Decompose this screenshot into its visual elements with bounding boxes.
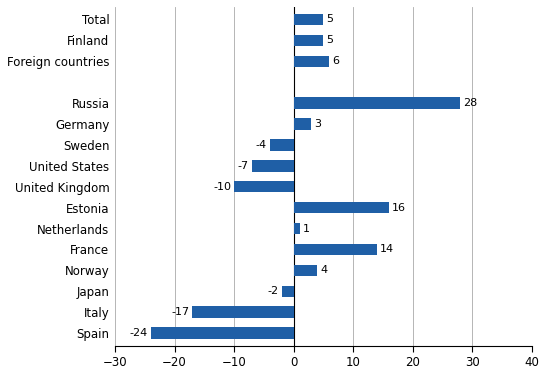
Bar — [294, 97, 460, 109]
Text: -17: -17 — [171, 307, 189, 317]
Bar — [294, 223, 300, 234]
Text: 1: 1 — [302, 224, 310, 233]
Text: -4: -4 — [256, 140, 267, 150]
Bar — [252, 160, 294, 171]
Text: 14: 14 — [380, 244, 394, 255]
Text: -24: -24 — [129, 328, 148, 338]
Bar — [294, 35, 323, 46]
Bar — [234, 181, 294, 193]
Bar — [151, 327, 294, 339]
Bar — [192, 306, 294, 318]
Bar — [294, 202, 389, 214]
Text: -10: -10 — [213, 182, 231, 192]
Bar — [294, 14, 323, 25]
Bar — [294, 56, 329, 67]
Text: 6: 6 — [332, 56, 339, 66]
Text: -7: -7 — [238, 161, 249, 171]
Bar — [270, 139, 294, 151]
Bar — [294, 265, 317, 276]
Text: 5: 5 — [327, 15, 333, 24]
Text: 3: 3 — [314, 119, 322, 129]
Text: 16: 16 — [391, 203, 406, 213]
Text: 5: 5 — [327, 35, 333, 45]
Bar — [282, 285, 294, 297]
Text: 28: 28 — [463, 98, 477, 108]
Bar — [294, 244, 377, 255]
Text: -2: -2 — [268, 286, 278, 296]
Bar — [294, 118, 311, 130]
Text: 4: 4 — [321, 265, 328, 275]
